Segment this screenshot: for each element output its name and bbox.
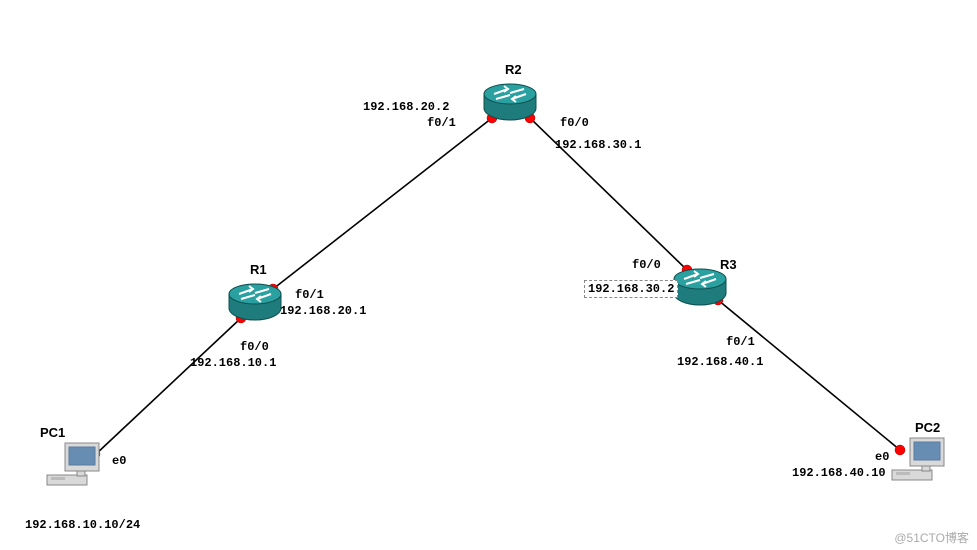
iface-r2-f01: f0/1 [427, 116, 456, 130]
watermark-text: @51CTO博客 [894, 529, 969, 546]
iface-r2-f00: f0/0 [560, 116, 589, 130]
ip-r1-f00: 192.168.10.1 [190, 356, 276, 370]
devices-group [47, 84, 944, 485]
diagram-canvas: R1 R2 R3 PC1 PC2 e0 192.168.10.10/24 f0/… [0, 0, 977, 550]
iface-pc2-e0: e0 [875, 450, 889, 464]
ip-pc1: 192.168.10.10/24 [25, 518, 140, 532]
label-r2: R2 [505, 62, 522, 77]
iface-r3-f01: f0/1 [726, 335, 755, 349]
iface-r3-f00: f0/0 [632, 258, 661, 272]
ip-r3-f01: 192.168.40.1 [677, 355, 763, 369]
label-pc2: PC2 [915, 420, 940, 435]
links-group [95, 118, 900, 455]
iface-r1-f00: f0/0 [240, 340, 269, 354]
iface-r1-f01: f0/1 [295, 288, 324, 302]
ip-pc2: 192.168.40.10 [792, 466, 886, 480]
ip-r2-f01: 192.168.20.2 [363, 100, 449, 114]
ports-group [90, 113, 905, 459]
ip-r2-f00: 192.168.30.1 [555, 138, 641, 152]
label-r1: R1 [250, 262, 267, 277]
ip-r3-f00: 192.168.30.2 [584, 280, 678, 298]
iface-pc1-e0: e0 [112, 454, 126, 468]
ip-r1-f01: 192.168.20.1 [280, 304, 366, 318]
label-r3: R3 [720, 257, 737, 272]
label-pc1: PC1 [40, 425, 65, 440]
